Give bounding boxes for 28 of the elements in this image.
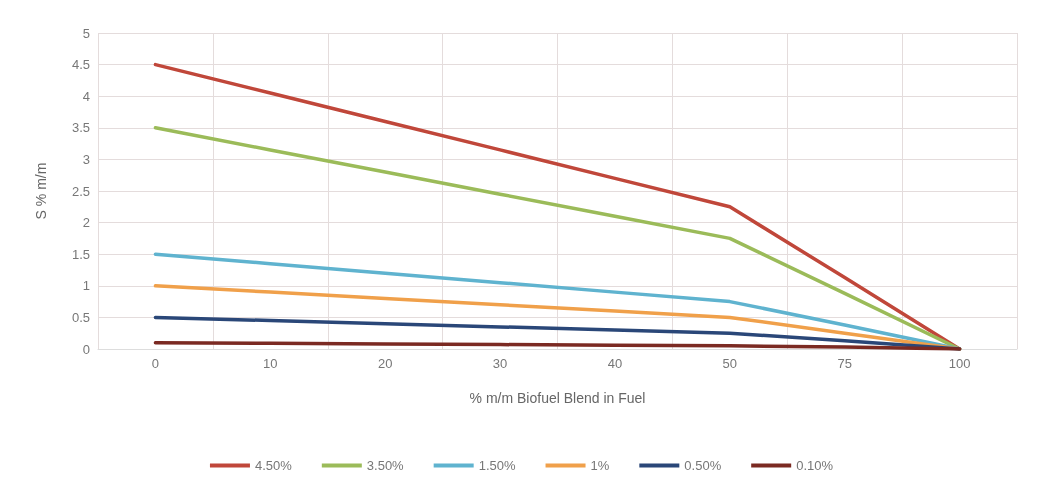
y-tick-label: 2 <box>82 215 90 231</box>
x-tick-label: 20 <box>377 356 393 371</box>
y-tick-label: 0 <box>82 341 90 357</box>
x-tick-label: 75 <box>837 356 852 371</box>
line-series <box>153 340 962 351</box>
x-tick-label: 30 <box>492 356 508 371</box>
legend-label: 0.10% <box>796 458 834 473</box>
x-axis-title: % m/m Biofuel Blend in Fuel <box>469 390 646 406</box>
legend-label: 1% <box>590 458 610 473</box>
y-tick-label: 1 <box>82 278 90 294</box>
legend-label: 1.50% <box>478 458 516 473</box>
y-tick-label: 4.5 <box>71 57 90 73</box>
y-tick-label: 3.5 <box>71 120 90 136</box>
y-tick-label: 3 <box>82 151 90 167</box>
x-tick-label: 0 <box>151 356 160 371</box>
y-tick-label: 1.5 <box>71 246 90 262</box>
y-tick-label: 2.5 <box>71 183 90 199</box>
y-tick-label: 0.5 <box>71 309 90 325</box>
x-tick-label: 50 <box>722 356 738 371</box>
y-tick-label: 4 <box>82 88 90 104</box>
legend-label: 0.50% <box>684 458 722 473</box>
legend-label: 4.50% <box>254 458 293 473</box>
x-tick-label: 40 <box>607 356 623 371</box>
y-tick-label: 5 <box>82 25 90 41</box>
x-tick-label: 100 <box>948 356 971 371</box>
x-tick-label: 10 <box>263 356 278 371</box>
y-axis-title: S % m/m <box>33 162 49 220</box>
legend-label: 3.50% <box>366 458 405 473</box>
